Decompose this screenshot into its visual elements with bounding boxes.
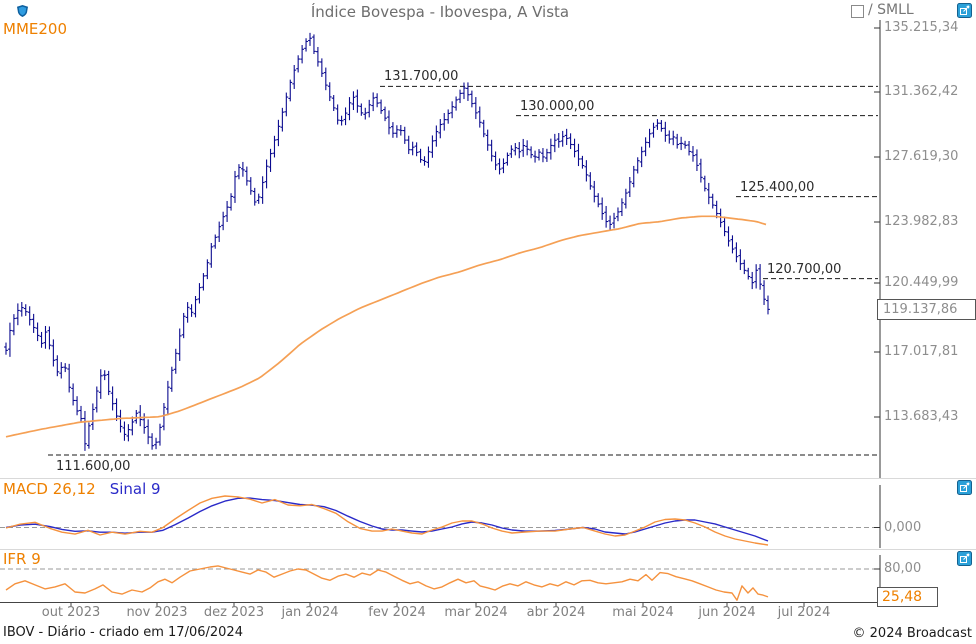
ifr-panel-settings-icon[interactable] xyxy=(957,551,972,566)
macd-label: MACD 26,12 xyxy=(3,480,96,498)
x-axis-month-label: mar 2024 xyxy=(444,605,508,620)
x-axis-month-label: out 2023 xyxy=(41,605,101,620)
y-axis-tick-label: 127.619,30 xyxy=(884,149,959,164)
x-axis-month-label: fev 2024 xyxy=(368,605,426,620)
sinal-label: Sinal 9 xyxy=(109,480,161,498)
compare-smll-checkbox[interactable] xyxy=(851,5,864,18)
footer-info: IBOV - Diário - criado em 17/06/2024 xyxy=(3,625,243,640)
chart-title: Índice Bovespa - Ibovespa, A Vista xyxy=(310,3,570,21)
level-label-120700: 120.700,00 xyxy=(767,261,842,277)
x-axis-month-label: jul 2024 xyxy=(777,605,831,620)
y-axis-tick-label: 131.362,42 xyxy=(884,84,959,99)
footer-copyright: © 2024 Broadcast xyxy=(852,626,972,641)
macd-panel-settings-icon[interactable] xyxy=(957,480,972,495)
ifr-last-value-box: 25,48 xyxy=(877,587,938,607)
app-shield-icon xyxy=(17,2,28,21)
y-axis-tick-label: 123.982,83 xyxy=(884,214,959,229)
x-axis-month-label: mai 2024 xyxy=(612,605,674,620)
macd-zero-label: 0,000 xyxy=(884,520,922,535)
level-label-131700: 131.700,00 xyxy=(384,69,459,85)
compare-smll-label[interactable]: / SMLL xyxy=(868,2,914,18)
y-axis-tick-label: 113.683,43 xyxy=(884,409,959,424)
x-axis-month-label: jan 2024 xyxy=(281,605,339,620)
level-label-111600: 111.600,00 xyxy=(56,459,131,474)
y-axis-tick-label: 117.017,81 xyxy=(884,344,959,359)
mme200-label: MME200 xyxy=(3,20,67,38)
x-axis-month-label: dez 2023 xyxy=(203,605,265,620)
last-price-box: 119.137,86 xyxy=(877,299,976,320)
x-axis-month-label: nov 2023 xyxy=(126,605,188,620)
ifr-label: IFR 9 xyxy=(3,550,41,568)
x-axis-month-label: abr 2024 xyxy=(526,605,586,620)
y-axis-tick-label: 135.215,34 xyxy=(884,20,959,35)
macd-header: MACD 26,12 Sinal 9 xyxy=(3,480,161,498)
y-axis-tick-label: 120.449,99 xyxy=(884,275,959,290)
level-label-130000: 130.000,00 xyxy=(520,98,595,114)
level-label-125400: 125.400,00 xyxy=(740,179,815,195)
ifr-upper-band-label: 80,00 xyxy=(884,561,922,576)
main-panel-settings-icon[interactable] xyxy=(957,3,972,18)
x-axis-month-label: jun 2024 xyxy=(698,605,756,620)
